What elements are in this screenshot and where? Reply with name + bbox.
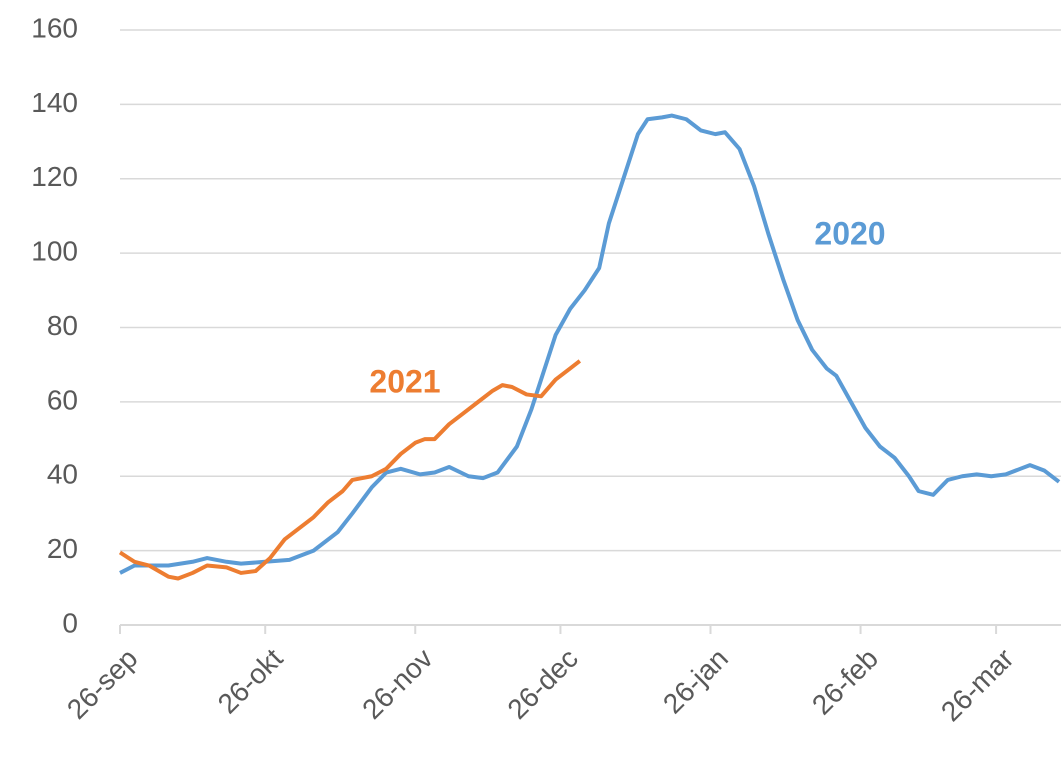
y-tick-label: 40: [47, 459, 78, 490]
y-tick-label: 0: [62, 607, 78, 638]
y-tick-label: 20: [47, 533, 78, 564]
line-series: [119, 113, 1061, 575]
x-tick-label: 26-jan: [657, 643, 734, 720]
x-tick-label: 26-nov: [356, 643, 438, 725]
y-tick-label: 80: [47, 310, 78, 341]
series-label: 2020: [814, 215, 885, 251]
y-tick-label: 100: [31, 236, 78, 267]
y-tick-label: 160: [31, 12, 78, 43]
line-series: [118, 359, 582, 581]
y-tick-label: 140: [31, 87, 78, 118]
y-tick-label: 60: [47, 384, 78, 415]
series-label: 2021: [369, 363, 440, 399]
x-tick-label: 26-mar: [935, 643, 1020, 728]
x-tick-label: 26-feb: [806, 643, 884, 721]
x-tick-label: 26-okt: [212, 642, 289, 719]
x-tick-label: 26-sep: [61, 643, 143, 725]
x-tick-label: 26-dec: [501, 643, 583, 725]
y-tick-label: 120: [31, 161, 78, 192]
